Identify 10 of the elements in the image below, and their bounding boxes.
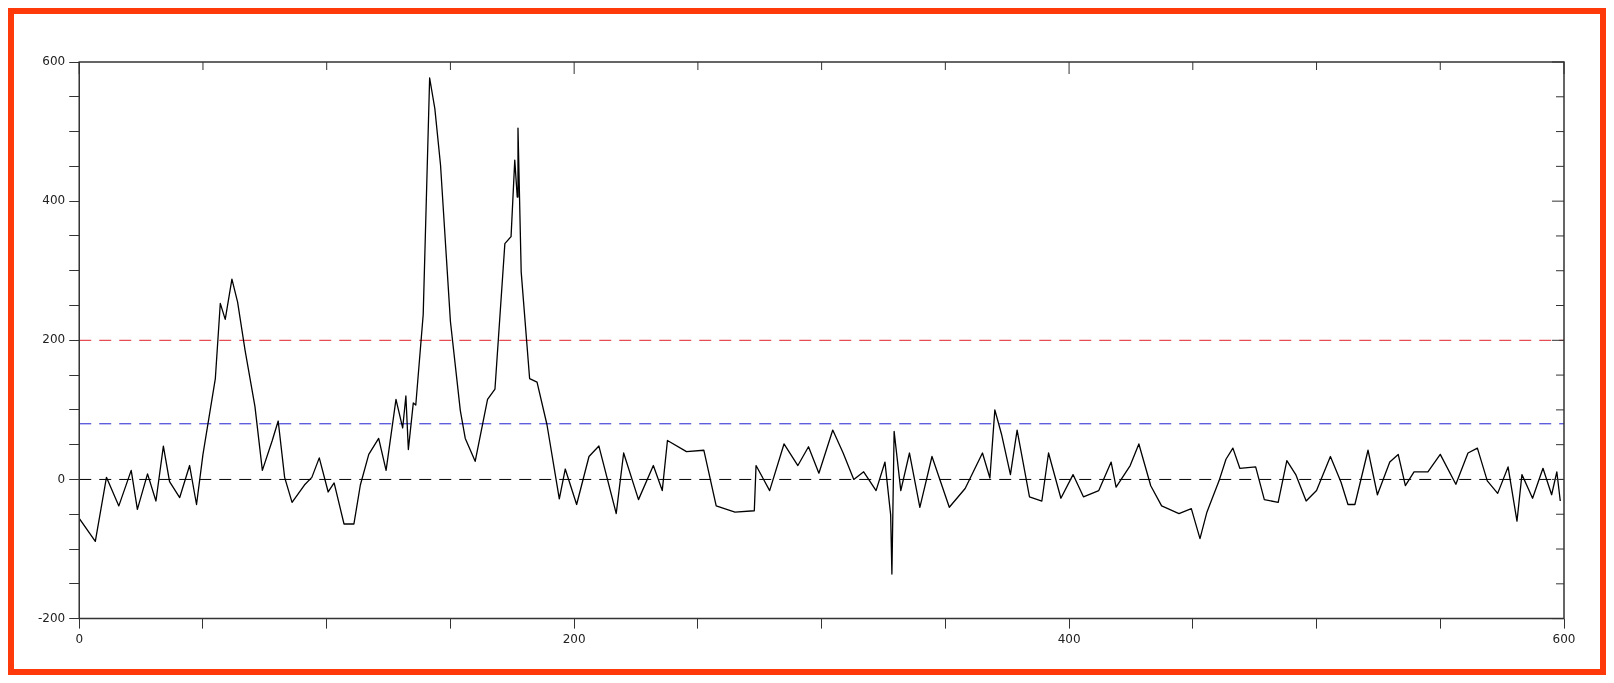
y-tick-label: 600 <box>42 54 66 69</box>
x-tick-label: 200 <box>562 631 586 646</box>
y-tick-label: 400 <box>42 193 66 208</box>
x-tick-label: 600 <box>1552 631 1576 646</box>
y-tick-label: 200 <box>42 332 66 347</box>
x-tick-label: 400 <box>1057 631 1081 646</box>
x-tick-label: 0 <box>75 631 84 646</box>
frame: 0 200 400 600 -200 0 200 400 600 <box>8 8 1606 675</box>
y-tick-label: -200 <box>38 610 66 625</box>
y-tick-label: 0 <box>57 471 66 486</box>
